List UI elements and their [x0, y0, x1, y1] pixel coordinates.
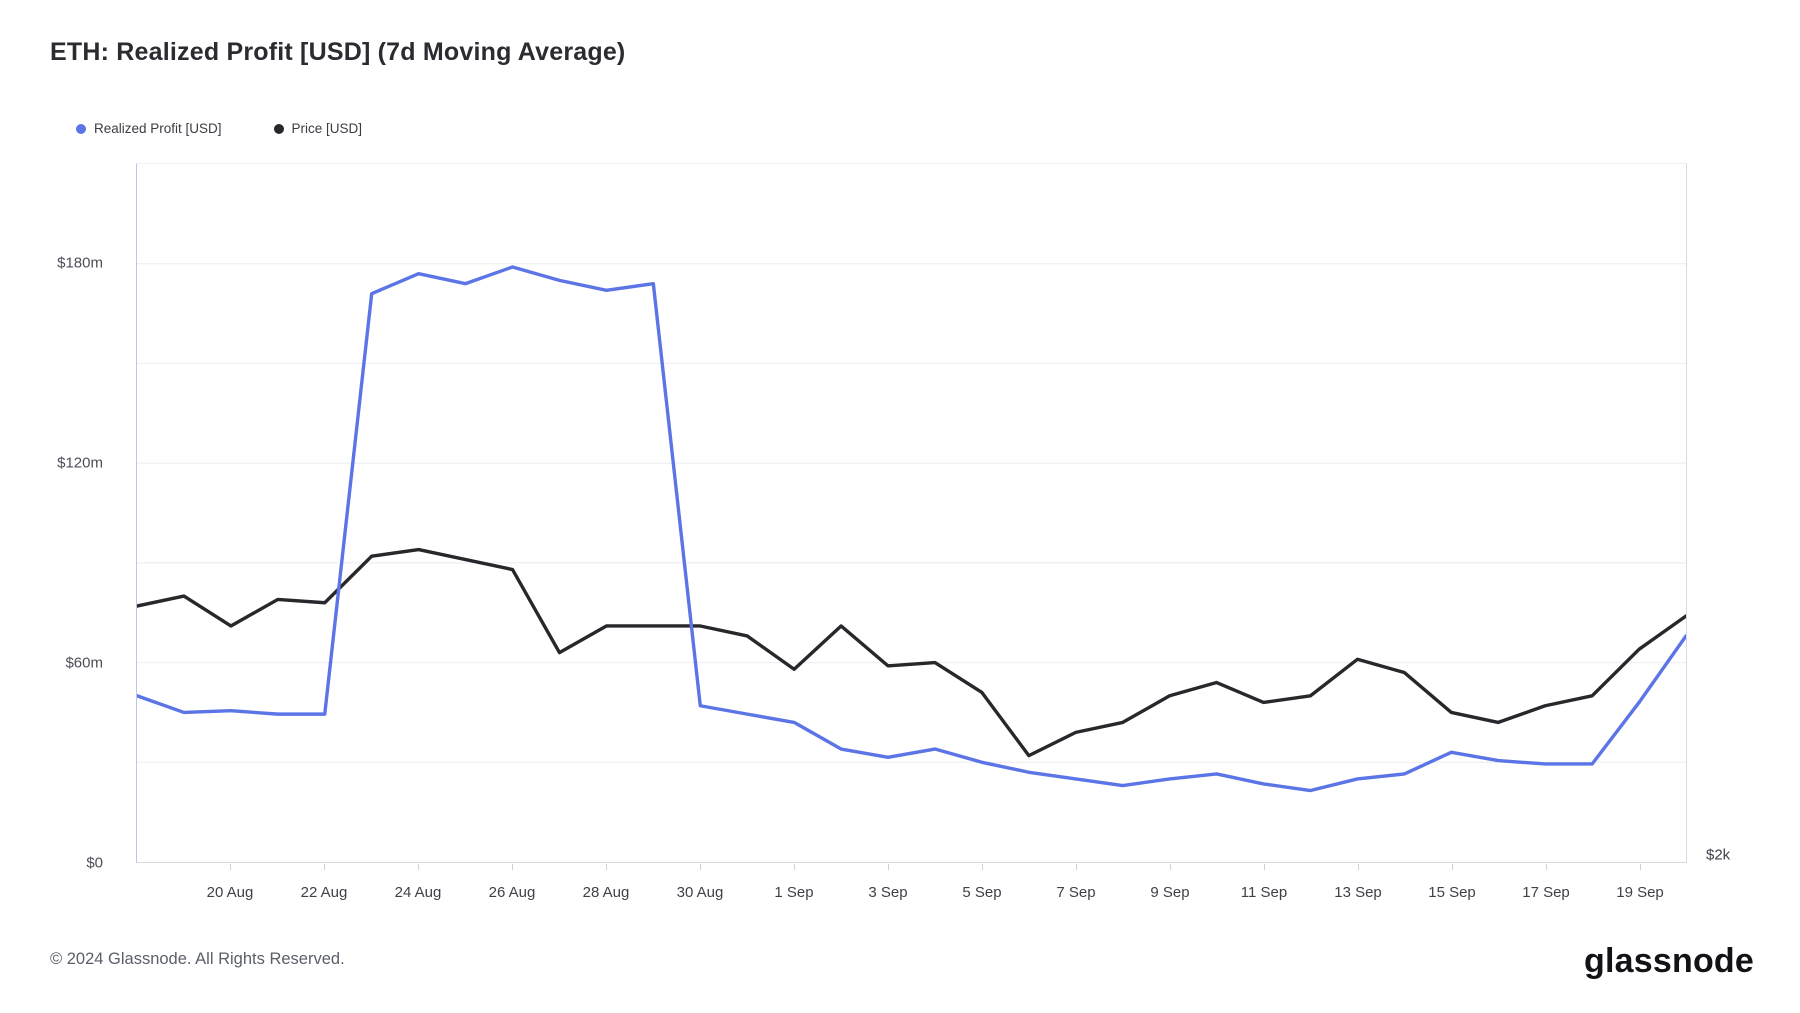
plot-svg [137, 164, 1686, 862]
price-line [137, 550, 1686, 756]
x-axis-tick [324, 864, 325, 870]
page-title: ETH: Realized Profit [USD] (7d Moving Av… [50, 38, 626, 66]
x-axis-tick-label: 9 Sep [1150, 884, 1190, 901]
legend-item-price[interactable]: Price [USD] [273, 121, 363, 136]
x-axis-tick [982, 864, 983, 870]
x-axis-tick-label: 7 Sep [1056, 884, 1096, 901]
chart-legend: Realized Profit [USD] Price [USD] [76, 121, 362, 136]
x-axis-tick [888, 864, 889, 870]
x-axis-tick [1264, 864, 1265, 870]
y-axis-tick-label: $60m [65, 654, 103, 672]
x-axis-tick [1169, 864, 1171, 870]
right-axis-tick-label: $2k [1706, 846, 1731, 864]
x-axis-tick-label: 30 Aug [676, 884, 724, 901]
x-axis: 20 Aug 22 Aug 24 Aug 26 Aug 28 Aug 30 Aug 1 Se… [136, 863, 1687, 923]
x-axis-tick [230, 864, 231, 870]
x-axis-tick-label: 5 Sep [962, 884, 1002, 901]
x-axis-tick [1640, 864, 1641, 870]
x-axis-tick-label: 20 Aug [206, 884, 254, 901]
x-axis-tick-label: 28 Aug [582, 884, 630, 901]
x-axis-tick [794, 864, 795, 870]
x-axis-tick-label: 24 Aug [394, 884, 442, 901]
price-dot-icon [273, 123, 284, 134]
glassnode-logo[interactable]: glassnode [1584, 942, 1754, 980]
x-axis-tick [700, 864, 701, 870]
x-axis-tick [1076, 864, 1077, 870]
x-axis-tick-label: 3 Sep [868, 884, 908, 901]
y-axis-tick-label: $180m [57, 254, 103, 272]
x-axis-tick-label: 15 Sep [1428, 884, 1476, 901]
series-lines [137, 267, 1686, 791]
realized-profit-line [137, 267, 1686, 791]
x-axis-tick-label: 19 Sep [1616, 884, 1664, 901]
x-axis-tick-label: 26 Aug [488, 884, 536, 901]
x-axis-tick [606, 864, 607, 870]
plot-area[interactable] [136, 163, 1687, 863]
x-axis-tick [418, 864, 419, 870]
x-axis-tick [1358, 864, 1359, 870]
x-axis-tick [512, 864, 513, 870]
left-y-axis: $180m $120m $60m $0 [0, 163, 103, 872]
gridlines [137, 264, 1686, 763]
x-axis-tick-label: 22 Aug [300, 884, 348, 901]
x-axis-tick [1546, 864, 1547, 870]
legend-label: Realized Profit [USD] [94, 121, 222, 136]
x-axis-tick [1452, 864, 1453, 870]
x-axis-tick-label: 1 Sep [774, 884, 814, 901]
x-axis-tick-label: 17 Sep [1522, 884, 1570, 901]
legend-item-realized-profit[interactable]: Realized Profit [USD] [76, 121, 222, 136]
copyright-text: © 2024 Glassnode. All Rights Reserved. [50, 950, 345, 968]
y-axis-tick-label: $120m [57, 454, 103, 472]
x-axis-tick-label: 13 Sep [1334, 884, 1382, 901]
realized-profit-dot-icon [76, 123, 86, 134]
x-axis-tick-label: 11 Sep [1240, 884, 1288, 901]
y-axis-tick-label: $0 [86, 854, 103, 872]
legend-label: Price [USD] [291, 121, 363, 136]
